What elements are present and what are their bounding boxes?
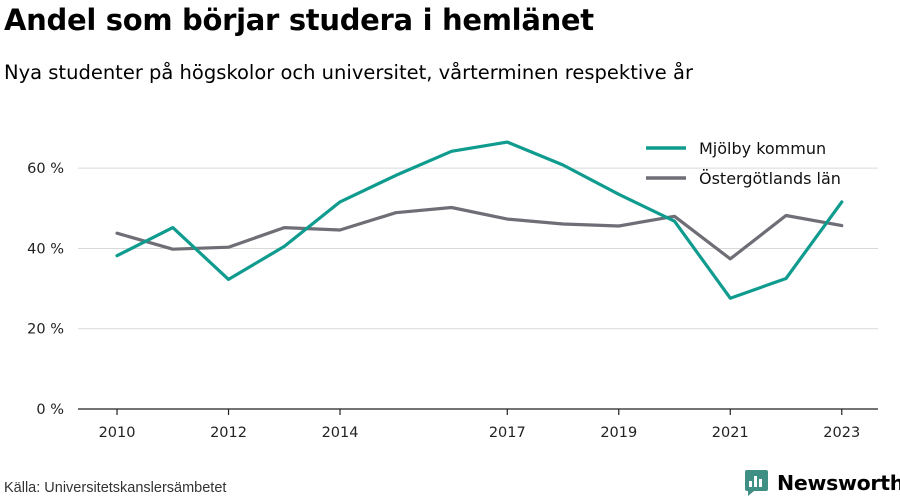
x-tick-label: 2019 [600,425,637,441]
x-tick-label: 2021 [712,425,749,441]
x-tick-label: 2014 [322,425,359,441]
x-tick-label: 2010 [99,425,136,441]
y-tick-label: 40 % [27,241,64,257]
chart-title: Andel som börjar studera i hemlänet [4,3,594,37]
source-note: Källa: Universitetskanslersämbetet [4,480,227,496]
y-tick-label: 0 % [36,402,64,418]
line-chart: 0 % 20 % 40 % 60 % 2010 2012 2014 2017 2019 2021 2… [27,139,878,441]
y-tick-label: 60 % [27,161,64,177]
brand-name: Newsworthy [777,471,900,495]
y-tick-label: 20 % [27,322,64,338]
x-tick-label: 2023 [823,425,860,441]
x-tick-label: 2017 [489,425,526,441]
series-line [115,205,844,261]
series-line [115,140,844,300]
legend-label: Östergötlands län [699,169,841,188]
chart-subtitle: Nya studenter på högskolor och universit… [4,61,693,84]
brand-logo[interactable]: Newsworthy [744,469,900,497]
x-tick-label: 2012 [210,425,247,441]
legend-label: Mjölby kommun [699,139,826,158]
newsworthy-logo-icon [745,470,768,496]
